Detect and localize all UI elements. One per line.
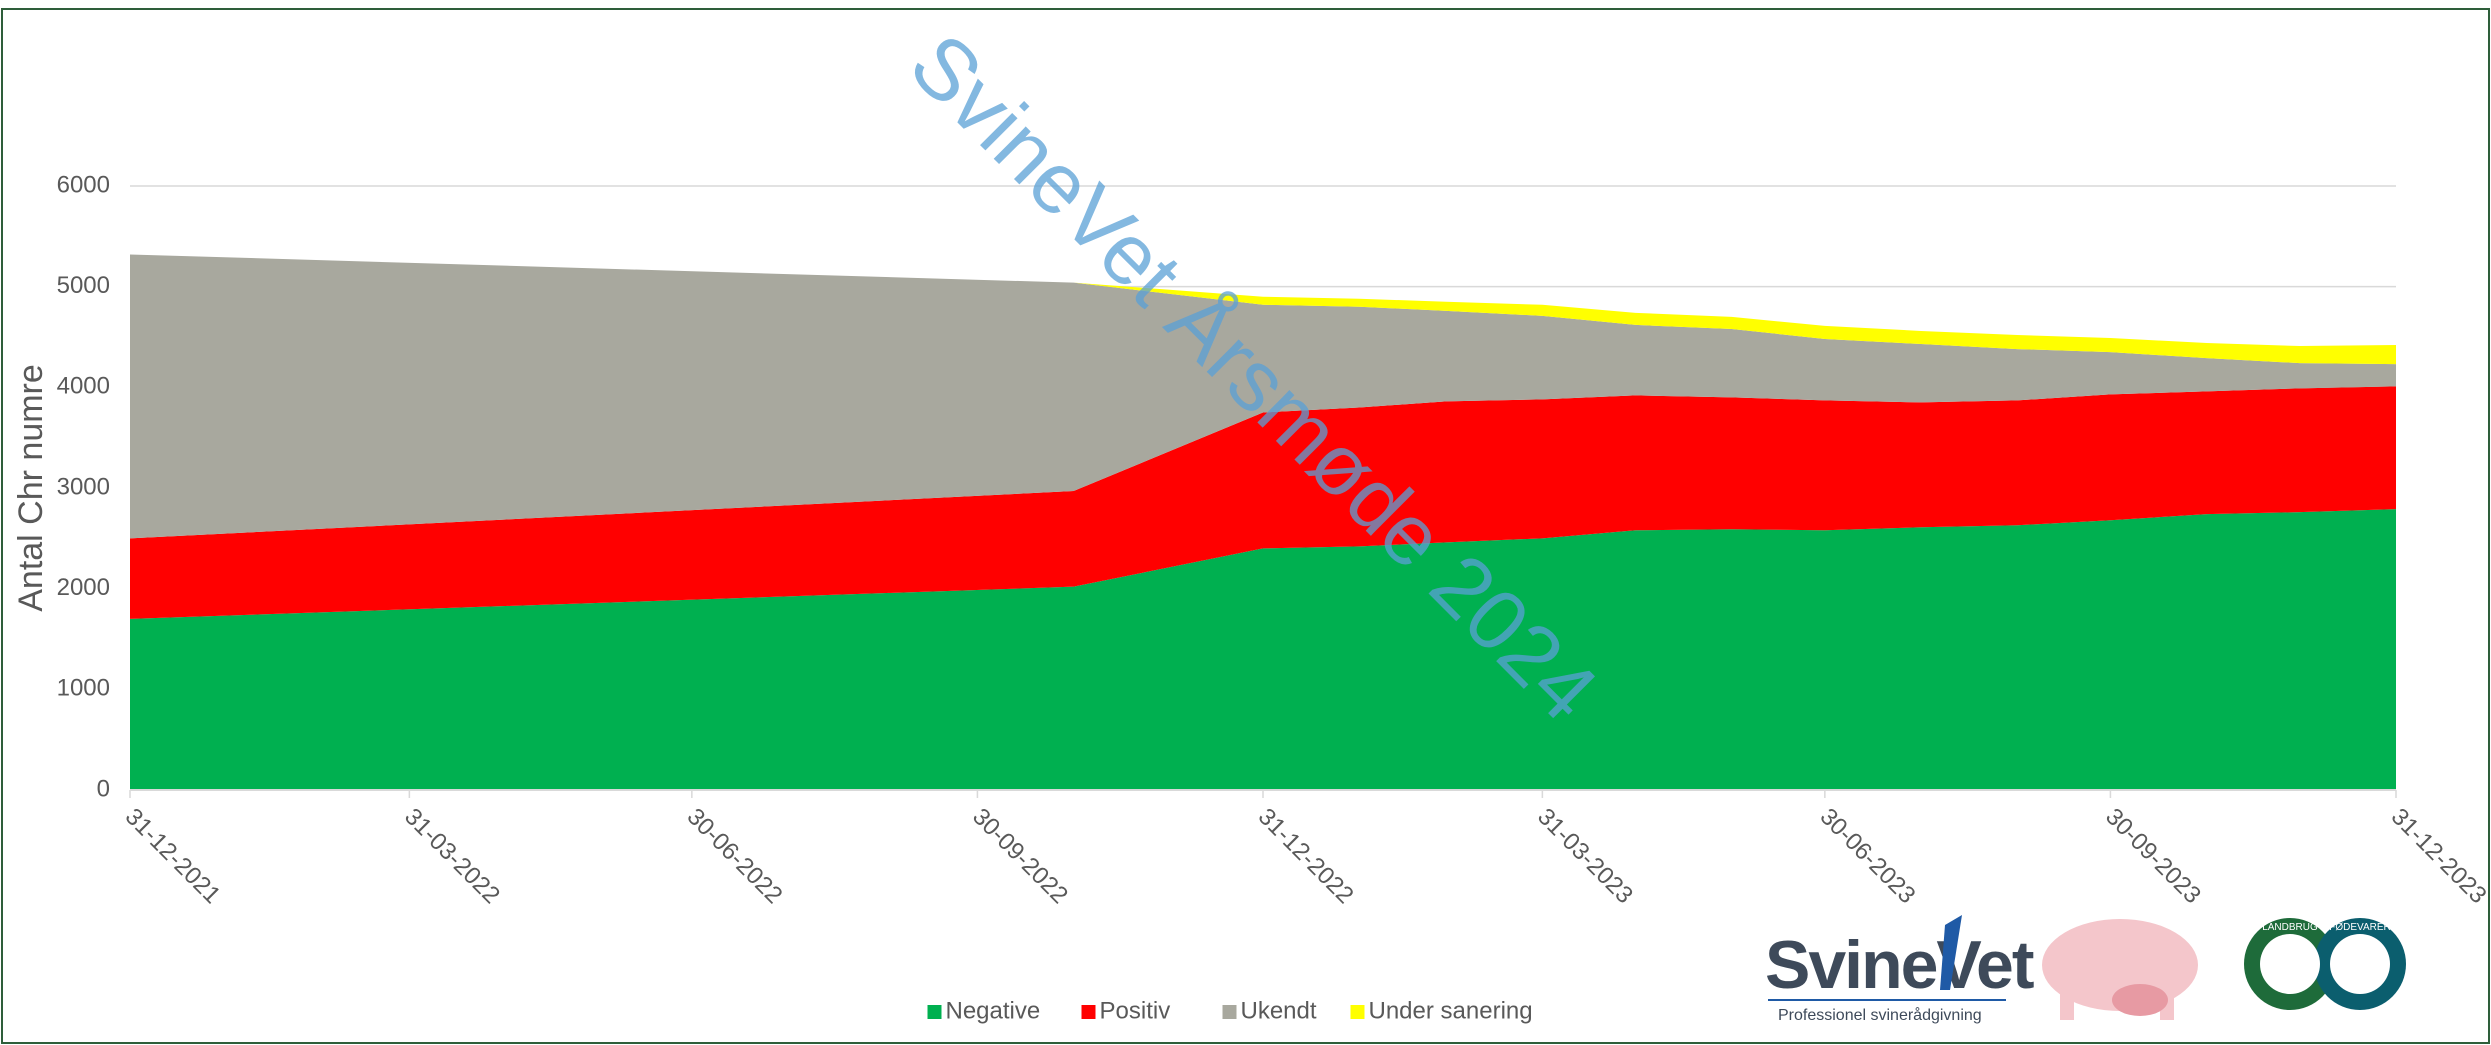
lf-inner bbox=[2260, 934, 2320, 994]
lf-logo: LANDBRUG FØDEVARER bbox=[2244, 918, 2406, 1010]
logo-text: SvineVet bbox=[1765, 927, 2034, 1003]
svinevet-logo: SvineVet Professionel svinerådgivning bbox=[1765, 915, 2036, 1024]
y-tick-label: 5000 bbox=[57, 272, 110, 299]
area bbox=[130, 386, 2396, 619]
y-tick-label: 4000 bbox=[57, 373, 110, 400]
y-tick-label: 2000 bbox=[57, 574, 110, 601]
legend-swatch bbox=[927, 1005, 942, 1019]
legend-label: Ukendt bbox=[1241, 997, 1317, 1024]
area bbox=[130, 254, 2396, 365]
y-tick-label: 3000 bbox=[57, 473, 110, 500]
piglet bbox=[2112, 984, 2168, 1016]
y-tick-label: 6000 bbox=[57, 171, 110, 198]
legend-swatch bbox=[1350, 1005, 1365, 1019]
pig-leg bbox=[2060, 990, 2074, 1020]
legend-swatch bbox=[1222, 1005, 1237, 1019]
legend-label: Under sanering bbox=[1369, 997, 1533, 1024]
logo-tagline: Professionel svinerådgivning bbox=[1778, 1006, 1982, 1024]
y-tick-label: 0 bbox=[97, 775, 110, 802]
logo-mark bbox=[1940, 915, 1962, 990]
pig-logo bbox=[2042, 919, 2198, 1020]
y-axis-label: Antal Chr numre bbox=[12, 364, 50, 612]
lf-text: LANDBRUG bbox=[2262, 922, 2318, 933]
lf-inner bbox=[2330, 934, 2390, 994]
pig-body bbox=[2042, 919, 2198, 1011]
y-tick-label: 1000 bbox=[57, 675, 110, 702]
legend-label: Positiv bbox=[1100, 997, 1171, 1024]
area bbox=[130, 254, 2396, 539]
lf-text: FØDEVARER bbox=[2329, 922, 2391, 933]
legend-label: Negative bbox=[946, 997, 1041, 1024]
area bbox=[130, 509, 2396, 790]
legend-swatch bbox=[1081, 1005, 1096, 1019]
